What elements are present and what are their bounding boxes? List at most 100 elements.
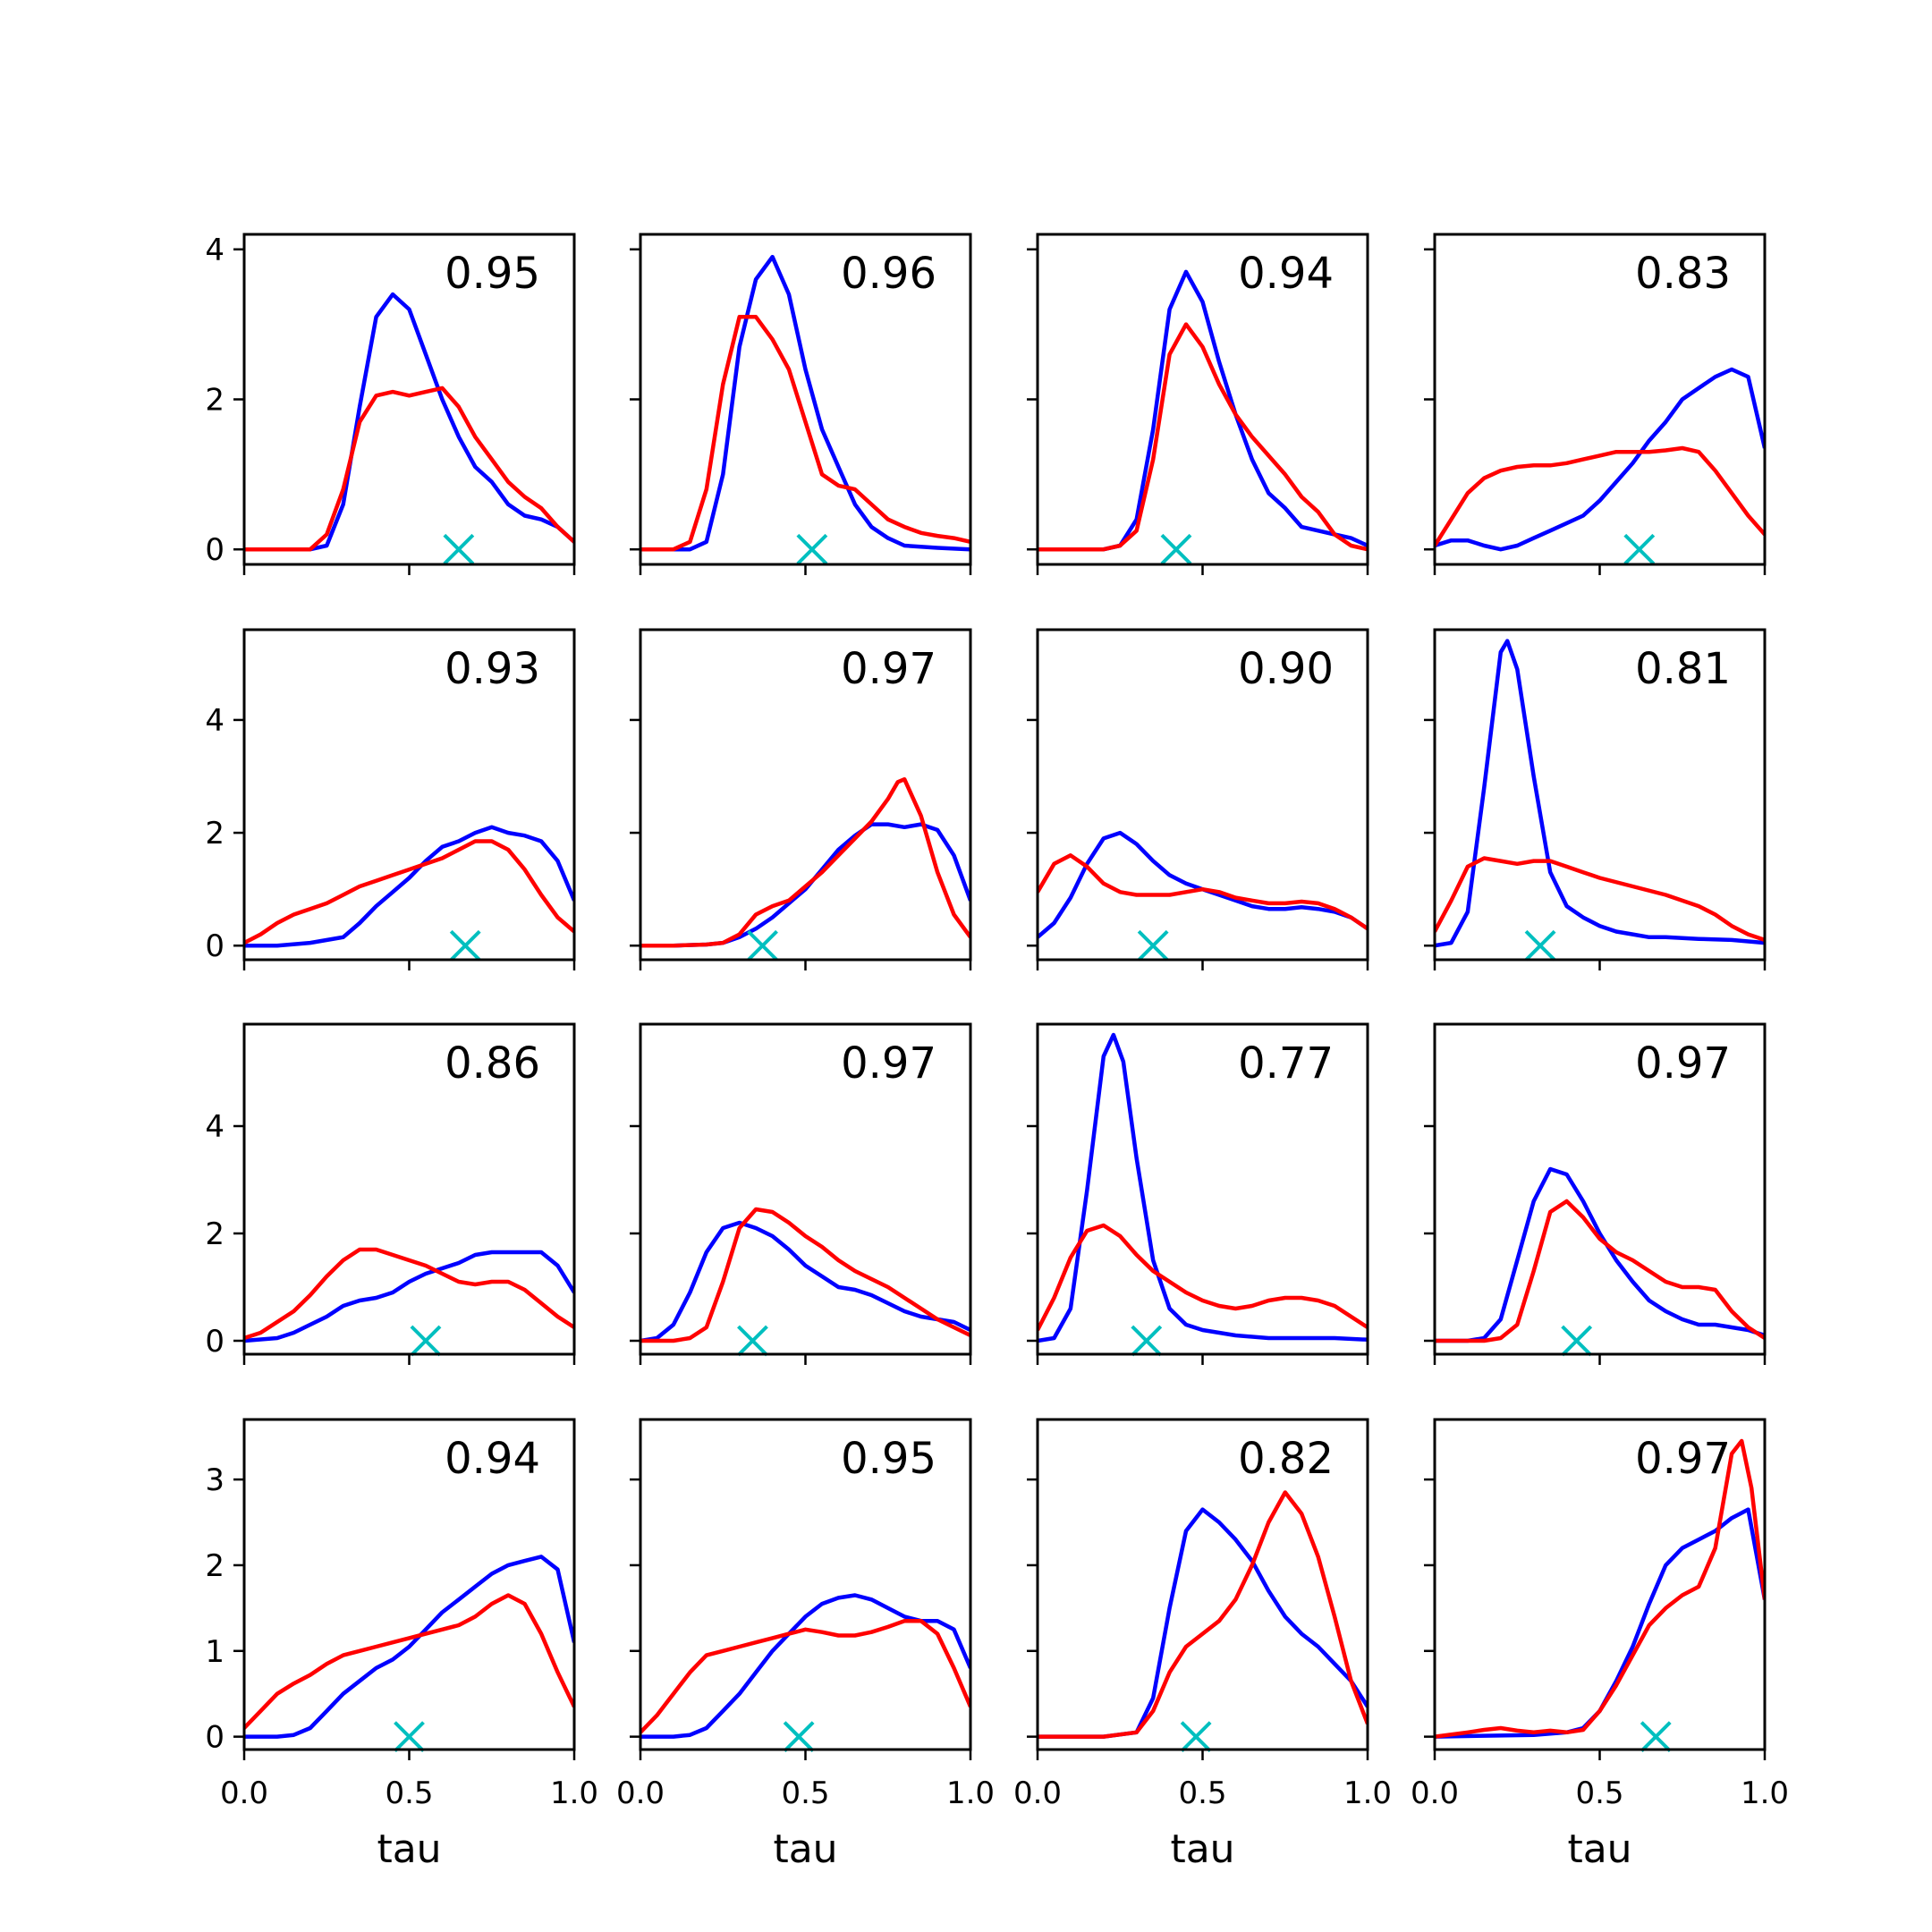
red-series-line: [1038, 1223, 1368, 1332]
y-tick-label: 2: [205, 1548, 225, 1584]
x-marker-stroke: [1524, 929, 1556, 962]
x-tick-label: 0.0: [220, 1775, 268, 1811]
y-tick-label: 1: [205, 1634, 225, 1670]
x-marker: [796, 533, 828, 565]
blue-series-line: [640, 1220, 970, 1343]
blue-series-line: [1038, 1032, 1368, 1343]
panel-value-label: 0.96: [841, 249, 936, 299]
x-marker: [443, 533, 475, 565]
panel-14: 0.95 0.0 0.5 1.0 tau: [616, 1418, 995, 1872]
panel-value-label: 0.83: [1635, 249, 1731, 299]
panel-value-label: 0.90: [1238, 644, 1334, 694]
red-series-line: [640, 1618, 970, 1734]
panel-grid: 0.95 0 2 4 0.96 0.94 0.83 0.93 0 2 4 0.97 0.90 0.81 0.…: [205, 233, 1789, 1872]
panel-5: 0.93 0 2 4: [205, 628, 576, 970]
x-marker: [747, 929, 778, 962]
red-series-line: [1038, 853, 1368, 931]
x-tick-label: 1.0: [550, 1775, 598, 1811]
y-tick-label: 0: [205, 1720, 225, 1756]
x-tick-label: 0.0: [1411, 1775, 1459, 1811]
x-marker: [449, 929, 481, 962]
x-marker-stroke: [783, 1721, 815, 1753]
panel-value-label: 0.93: [445, 644, 540, 694]
panel-value-label: 0.97: [1635, 1038, 1731, 1089]
x-marker-stroke: [1561, 1325, 1593, 1357]
blue-series-line: [1435, 367, 1765, 552]
panel-1: 0.95 0 2 4: [205, 233, 576, 575]
blue-series-line: [640, 254, 970, 552]
x-marker-stroke: [1180, 1721, 1212, 1753]
x-axis-label: tau: [1170, 1826, 1234, 1872]
x-marker: [737, 1325, 768, 1357]
x-marker-stroke: [1640, 1721, 1672, 1753]
x-tick-label: 1.0: [946, 1775, 995, 1811]
blue-series-line: [244, 825, 574, 948]
panel-7: 0.90: [1027, 628, 1369, 970]
panel-value-label: 0.81: [1635, 644, 1731, 694]
x-marker: [1180, 1721, 1212, 1753]
x-marker-stroke: [796, 533, 828, 565]
y-tick-label: 0: [205, 532, 225, 568]
x-marker: [1623, 533, 1656, 565]
red-series-line: [640, 315, 970, 552]
red-series-line: [640, 1207, 970, 1343]
x-marker-stroke: [1131, 1325, 1163, 1357]
panel-value-label: 0.94: [1238, 249, 1334, 299]
y-tick-label: 0: [205, 928, 225, 964]
panel-4: 0.83: [1424, 233, 1767, 575]
y-tick-label: 2: [205, 383, 225, 419]
blue-series-line: [244, 292, 574, 552]
x-tick-label: 1.0: [1343, 1775, 1392, 1811]
x-tick-label: 0.5: [385, 1775, 433, 1811]
y-tick-label: 0: [205, 1324, 225, 1360]
x-marker: [1137, 929, 1169, 962]
blue-series-line: [1038, 1507, 1368, 1739]
y-tick-label: 4: [205, 703, 225, 739]
panel-11: 0.77: [1027, 1022, 1369, 1365]
x-marker: [783, 1721, 815, 1753]
panel-value-label: 0.95: [841, 1434, 936, 1484]
y-tick-label: 4: [205, 1109, 225, 1145]
red-series-line: [640, 776, 970, 948]
blue-series-line: [244, 1555, 574, 1739]
x-tick-label: 0.0: [1013, 1775, 1062, 1811]
x-marker-stroke: [394, 1721, 425, 1753]
red-series-line: [1435, 1438, 1765, 1739]
red-series-line: [244, 839, 574, 945]
panel-10: 0.97: [630, 1022, 972, 1365]
panel-value-label: 0.97: [1635, 1434, 1731, 1484]
panel-value-label: 0.82: [1238, 1434, 1334, 1484]
panel-value-label: 0.94: [445, 1434, 540, 1484]
x-marker: [1524, 929, 1556, 962]
panel-value-label: 0.86: [445, 1038, 540, 1089]
x-tick-label: 0.5: [1575, 1775, 1623, 1811]
x-marker-stroke: [737, 1325, 768, 1357]
x-axis-label: tau: [377, 1826, 441, 1872]
y-tick-label: 2: [205, 816, 225, 852]
panel-value-label: 0.97: [841, 1038, 936, 1089]
panel-value-label: 0.77: [1238, 1038, 1334, 1089]
x-tick-label: 0.0: [616, 1775, 665, 1811]
x-marker: [1131, 1325, 1163, 1357]
x-marker: [410, 1325, 442, 1357]
panel-13: 0.94 0 1 2 3 0.0 0.5 1.0 tau: [205, 1418, 598, 1872]
x-marker: [1561, 1325, 1593, 1357]
x-marker-stroke: [747, 929, 778, 962]
red-series-line: [1435, 1199, 1765, 1343]
x-marker-stroke: [443, 533, 475, 565]
red-series-line: [1435, 445, 1765, 547]
y-tick-label: 2: [205, 1216, 225, 1252]
red-series-line: [1435, 856, 1765, 943]
red-series-line: [244, 386, 574, 552]
blue-series-line: [244, 1250, 574, 1343]
x-marker-stroke: [410, 1325, 442, 1357]
x-marker-stroke: [1623, 533, 1656, 565]
x-marker: [394, 1721, 425, 1753]
blue-series-line: [1435, 639, 1765, 948]
panel-9: 0.86 0 2 4: [205, 1022, 576, 1365]
x-tick-label: 0.5: [781, 1775, 829, 1811]
red-series-line: [1038, 322, 1368, 552]
x-marker-stroke: [449, 929, 481, 962]
